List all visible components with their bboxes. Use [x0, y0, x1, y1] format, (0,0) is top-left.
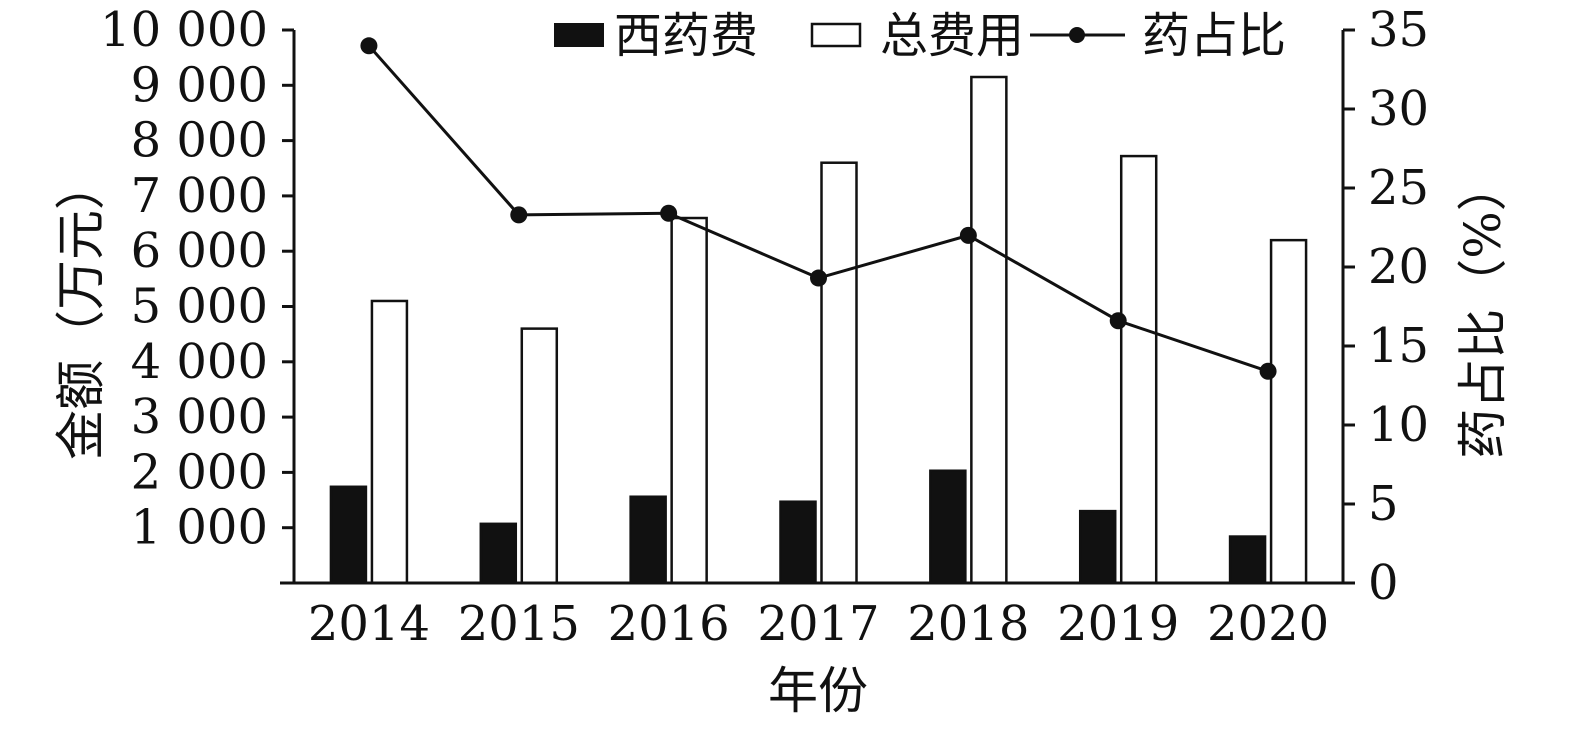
point-药占比-2017: [810, 269, 827, 287]
left-y-tick-label: 4 000: [131, 334, 268, 390]
point-药占比-2020: [1259, 362, 1277, 380]
bar-总费用-2015: [520, 327, 559, 585]
left-y-tick-label: 9 000: [131, 57, 268, 113]
x-axis-title: 年份: [768, 662, 868, 720]
left-y-tick-label: 5 000: [131, 279, 268, 335]
left-y-axis-title: 金额（万元）: [52, 160, 110, 460]
legend-label-西药费: 西药费: [614, 8, 758, 64]
left-y-tick-label: 2 000: [131, 444, 268, 500]
bar-西药费-2014: [329, 485, 368, 585]
right-y-axis-title: 药占比（%）: [1454, 161, 1512, 459]
x-tick-label-2018: 2018: [907, 596, 1029, 652]
bar-西药费-2019: [1078, 509, 1117, 585]
x-tick-label-2019: 2019: [1057, 596, 1179, 652]
right-y-tick-label: 30: [1368, 81, 1429, 137]
point-药占比-2015: [510, 206, 528, 224]
legend-label-总费用: 总费用: [880, 8, 1024, 64]
left-y-tick-label: 3 000: [131, 389, 268, 445]
point-药占比-2018: [959, 226, 977, 244]
bar-总费用-2020: [1269, 238, 1308, 585]
right-y-tick-label: 10: [1368, 397, 1429, 453]
x-tick-label-2015: 2015: [458, 596, 580, 652]
right-y-tick-label: 15: [1368, 318, 1429, 374]
line-layer: [360, 37, 1277, 380]
bar-layer: [329, 75, 1308, 585]
axes: [280, 30, 1345, 585]
bar-西药费-2015: [479, 522, 518, 585]
point-药占比-2016: [660, 204, 678, 222]
legend: 西药费 总费用 药占比: [554, 8, 1286, 64]
right-y-tick-label: 0: [1368, 555, 1399, 611]
left-y-tick-label: 10 000: [100, 2, 268, 58]
legend-label-药占比: 药占比: [1142, 8, 1286, 64]
left-y-tick-label: 1 000: [131, 500, 268, 556]
point-药占比-2019: [1109, 312, 1127, 330]
bar-西药费-2020: [1228, 535, 1267, 585]
x-tick-label-2020: 2020: [1207, 596, 1329, 652]
x-tick-label-2016: 2016: [608, 596, 730, 652]
x-tick-label-2014: 2014: [308, 596, 430, 652]
left-y-tick-label: 7 000: [131, 168, 268, 224]
bar-总费用-2017: [820, 161, 858, 585]
right-y-ticks: 0 5 10 15 20 25 30 35: [1343, 2, 1429, 611]
legend-marker-药占比: [1069, 27, 1085, 43]
right-y-tick-label: 25: [1368, 160, 1429, 216]
legend-swatch-西药费: [554, 23, 604, 47]
bar-总费用-2019: [1119, 154, 1158, 585]
bar-总费用-2014: [370, 299, 409, 585]
bar-总费用-2016: [670, 216, 708, 585]
bar-西药费-2018: [929, 469, 967, 585]
legend-swatch-总费用: [810, 22, 862, 48]
bar-总费用-2018: [970, 75, 1008, 585]
point-药占比-2014: [360, 37, 378, 55]
left-y-tick-label: 6 000: [131, 223, 268, 279]
bar-西药费-2017: [779, 500, 817, 585]
right-y-tick-label: 5: [1368, 476, 1399, 532]
x-ticks: 2014 2015 2016 2017 2018 2019 2020: [308, 596, 1329, 652]
x-tick-label-2017: 2017: [757, 596, 879, 652]
right-y-tick-label: 35: [1368, 2, 1429, 58]
bar-西药费-2016: [629, 495, 667, 585]
left-y-tick-label: 8 000: [131, 113, 268, 169]
right-y-tick-label: 20: [1368, 239, 1429, 295]
